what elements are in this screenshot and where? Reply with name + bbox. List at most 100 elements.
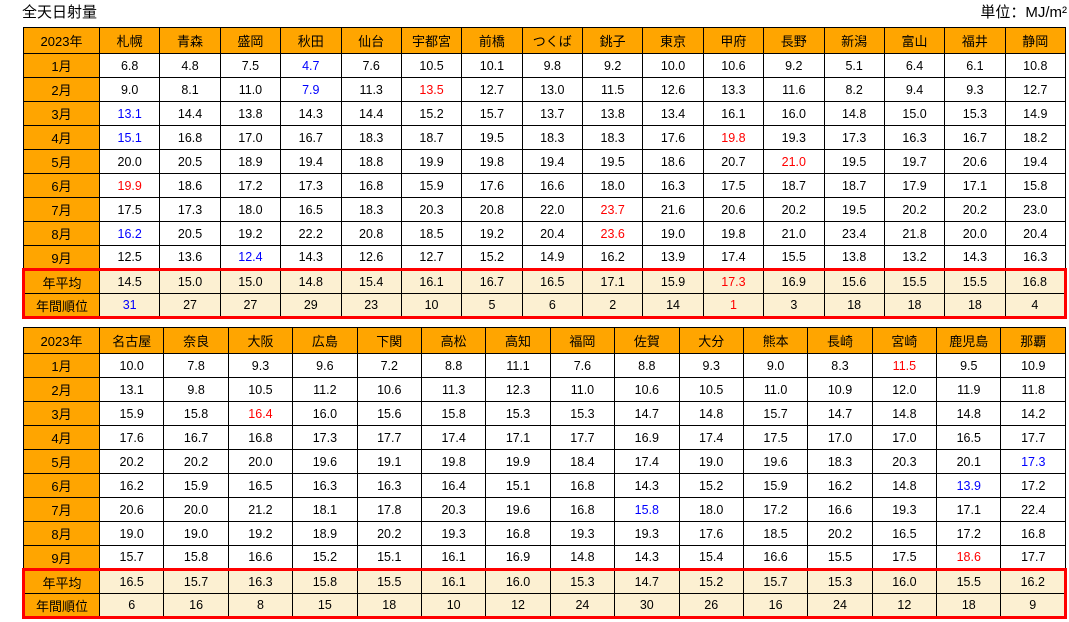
value-cell: 9.0 — [98, 77, 161, 102]
value-cell: 17.6 — [461, 173, 523, 198]
city-header: 鹿児島 — [936, 327, 1002, 354]
annual-average-cell: 15.3 — [549, 568, 616, 594]
value-cell: 17.9 — [883, 173, 946, 198]
value-cell: 21.8 — [883, 221, 946, 246]
city-header: 下関 — [356, 327, 422, 354]
value-cell: 19.0 — [642, 221, 704, 246]
annual-rank-cell: 23 — [340, 293, 402, 319]
value-cell: 19.0 — [163, 521, 229, 546]
value-cell: 19.8 — [420, 449, 487, 474]
value-cell: 9.8 — [521, 53, 584, 78]
annual-average-cell: 15.8 — [292, 568, 358, 594]
value-cell: 15.4 — [678, 545, 744, 570]
value-cell: 16.0 — [763, 101, 825, 126]
value-cell: 10.8 — [1004, 53, 1067, 78]
value-cell: 18.0 — [581, 173, 644, 198]
value-cell: 12.6 — [642, 77, 704, 102]
annual-average-cell: 15.5 — [944, 268, 1006, 294]
value-cell: 15.1 — [356, 545, 422, 570]
value-cell: 17.7 — [549, 425, 616, 450]
annual-average-cell: 16.5 — [98, 568, 165, 594]
month-row: 6月 19.9 18.6 17.2 17.3 16.8 15.9 17.6 16.6 18.0 16… — [23, 173, 1067, 198]
annual-rank-cell: 18 — [356, 593, 422, 619]
value-cell: 11.5 — [871, 353, 938, 378]
annual-average-label: 年平均 — [22, 568, 100, 594]
value-cell: 8.8 — [420, 353, 487, 378]
value-cell: 11.6 — [763, 77, 825, 102]
month-row: 4月 15.1 16.8 17.0 16.7 18.3 18.7 19.5 18.3 18.3 17… — [23, 125, 1067, 150]
value-cell: 15.8 — [420, 401, 487, 426]
annual-average-cell: 15.2 — [678, 568, 744, 594]
value-cell: 16.5 — [871, 521, 938, 546]
value-cell: 18.3 — [340, 197, 402, 222]
value-cell: 16.4 — [227, 401, 294, 426]
value-cell: 17.7 — [1000, 545, 1066, 570]
value-cell: 23.0 — [1004, 197, 1067, 222]
value-cell: 19.7 — [883, 149, 946, 174]
month-label: 3月 — [23, 101, 100, 126]
value-cell: 17.6 — [642, 125, 704, 150]
value-cell: 17.5 — [98, 197, 161, 222]
value-cell: 18.5 — [400, 221, 463, 246]
value-cell: 15.5 — [763, 245, 825, 270]
value-cell: 15.0 — [883, 101, 946, 126]
value-cell: 15.2 — [400, 101, 463, 126]
value-cell: 10.5 — [400, 53, 463, 78]
annual-rank-cell: 10 — [400, 293, 463, 319]
value-cell: 6.8 — [98, 53, 161, 78]
value-cell: 20.3 — [871, 449, 938, 474]
value-cell: 10.6 — [356, 377, 422, 402]
month-label: 6月 — [23, 173, 100, 198]
value-cell: 19.9 — [400, 149, 463, 174]
city-header: 札幌 — [98, 27, 161, 54]
value-cell: 15.2 — [461, 245, 523, 270]
annual-average-cell: 15.0 — [159, 268, 221, 294]
value-cell: 19.4 — [280, 149, 342, 174]
value-cell: 19.3 — [871, 497, 938, 522]
value-cell: 7.9 — [280, 77, 342, 102]
value-cell: 19.3 — [549, 521, 616, 546]
value-cell: 15.1 — [485, 473, 551, 498]
value-cell: 17.6 — [98, 425, 165, 450]
value-cell: 9.6 — [292, 353, 358, 378]
annual-rank-cell: 18 — [936, 593, 1002, 619]
value-cell: 20.2 — [163, 449, 229, 474]
value-cell: 14.3 — [614, 545, 680, 570]
value-cell: 17.2 — [219, 173, 282, 198]
value-cell: 15.7 — [742, 401, 809, 426]
annual-rank-cell: 16 — [163, 593, 229, 619]
value-cell: 15.9 — [98, 401, 165, 426]
value-cell: 9.5 — [936, 353, 1002, 378]
annual-rank-cell: 26 — [678, 593, 744, 619]
value-cell: 20.4 — [1004, 221, 1067, 246]
value-cell: 18.6 — [642, 149, 704, 174]
value-cell: 16.2 — [98, 221, 161, 246]
value-cell: 13.1 — [98, 377, 165, 402]
value-cell: 20.5 — [159, 149, 221, 174]
city-header: 長野 — [763, 27, 825, 54]
value-cell: 13.7 — [521, 101, 584, 126]
value-cell: 17.3 — [823, 125, 885, 150]
value-cell: 9.3 — [678, 353, 744, 378]
value-cell: 10.6 — [614, 377, 680, 402]
value-cell: 14.8 — [871, 473, 938, 498]
month-row: 2月 9.0 8.1 11.0 7.9 11.3 13.5 12.7 13.0 11.5 12.6 1… — [23, 77, 1067, 102]
value-cell: 13.8 — [823, 245, 885, 270]
value-cell: 18.9 — [219, 149, 282, 174]
value-cell: 14.8 — [871, 401, 938, 426]
value-cell: 13.8 — [581, 101, 644, 126]
value-cell: 15.8 — [1004, 173, 1067, 198]
value-cell: 21.2 — [227, 497, 294, 522]
value-cell: 17.0 — [807, 425, 873, 450]
value-cell: 15.3 — [944, 101, 1006, 126]
city-header: 名古屋 — [98, 327, 165, 354]
city-header: 広島 — [292, 327, 358, 354]
annual-rank-cell: 3 — [763, 293, 825, 319]
header-row: 2023年 札幌 青森 盛岡 秋田 仙台 宇都宮 前橋 つくば 銚子 東京 甲府 長野 新潟 富山 福井 静岡 — [23, 27, 1067, 54]
value-cell: 14.9 — [1004, 101, 1067, 126]
value-cell: 19.1 — [356, 449, 422, 474]
annual-average-cell: 16.7 — [461, 268, 523, 294]
value-cell: 23.6 — [581, 221, 644, 246]
value-cell: 13.9 — [642, 245, 704, 270]
